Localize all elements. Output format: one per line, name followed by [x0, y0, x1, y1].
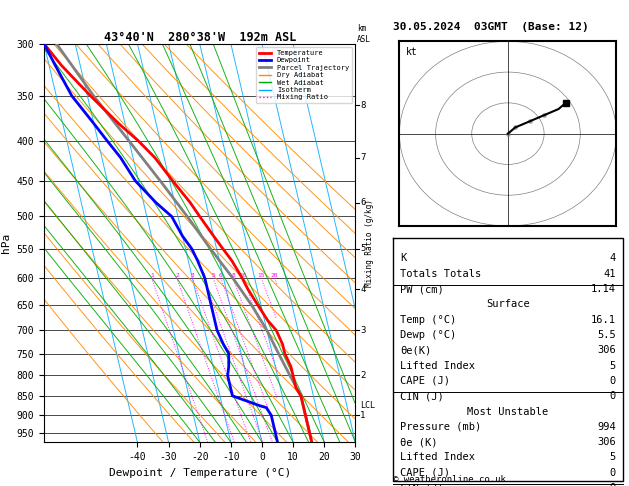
Text: Surface: Surface [486, 299, 530, 310]
Text: Dewp (°C): Dewp (°C) [400, 330, 456, 340]
Text: K: K [400, 254, 406, 263]
Text: θe (K): θe (K) [400, 437, 438, 447]
Text: 5.5: 5.5 [597, 330, 616, 340]
Text: 6: 6 [360, 198, 365, 207]
Text: kt: kt [406, 47, 418, 57]
Text: 4: 4 [610, 254, 616, 263]
Text: km
ASL: km ASL [357, 24, 371, 44]
Text: 1: 1 [150, 273, 153, 278]
Text: CIN (J): CIN (J) [400, 483, 444, 486]
Text: Totals Totals: Totals Totals [400, 269, 481, 279]
Legend: Temperature, Dewpoint, Parcel Trajectory, Dry Adiabat, Wet Adiabat, Isotherm, Mi: Temperature, Dewpoint, Parcel Trajectory… [256, 47, 352, 103]
Text: Most Unstable: Most Unstable [467, 406, 548, 417]
Text: 5: 5 [610, 452, 616, 463]
Text: 2: 2 [360, 371, 365, 380]
Title: 43°40'N  280°38'W  192m ASL: 43°40'N 280°38'W 192m ASL [104, 31, 296, 44]
Text: Mixing Ratio (g/kg): Mixing Ratio (g/kg) [365, 199, 374, 287]
Text: 0: 0 [610, 483, 616, 486]
Text: Lifted Index: Lifted Index [400, 452, 475, 463]
Text: Lifted Index: Lifted Index [400, 361, 475, 371]
Text: 0: 0 [610, 376, 616, 386]
Text: 4: 4 [360, 285, 365, 294]
Text: 0: 0 [610, 391, 616, 401]
Text: 5: 5 [610, 361, 616, 371]
Text: CAPE (J): CAPE (J) [400, 376, 450, 386]
Text: © weatheronline.co.uk: © weatheronline.co.uk [393, 474, 506, 484]
Text: 306: 306 [597, 437, 616, 447]
Text: 20: 20 [271, 273, 279, 278]
Text: LCL: LCL [360, 401, 375, 410]
X-axis label: Dewpoint / Temperature (°C): Dewpoint / Temperature (°C) [109, 468, 291, 478]
Y-axis label: hPa: hPa [1, 233, 11, 253]
Text: 8: 8 [360, 101, 365, 110]
Text: 41: 41 [603, 269, 616, 279]
Text: 4: 4 [202, 273, 206, 278]
Text: 6: 6 [219, 273, 223, 278]
Text: θe(K): θe(K) [400, 345, 431, 355]
Text: 10: 10 [239, 273, 247, 278]
Text: 994: 994 [597, 422, 616, 432]
Text: CIN (J): CIN (J) [400, 391, 444, 401]
Text: 1: 1 [360, 411, 365, 420]
Text: 0: 0 [610, 468, 616, 478]
Text: 16.1: 16.1 [591, 314, 616, 325]
Text: 5: 5 [360, 244, 365, 253]
Text: 15: 15 [257, 273, 265, 278]
Text: Pressure (mb): Pressure (mb) [400, 422, 481, 432]
Text: PW (cm): PW (cm) [400, 284, 444, 294]
Text: Temp (°C): Temp (°C) [400, 314, 456, 325]
Text: 5: 5 [211, 273, 215, 278]
Text: 8: 8 [231, 273, 235, 278]
Text: 2: 2 [175, 273, 179, 278]
Text: 3: 3 [360, 326, 365, 335]
Text: 7: 7 [360, 153, 365, 162]
Text: 3: 3 [191, 273, 194, 278]
Text: 306: 306 [597, 345, 616, 355]
Text: 30.05.2024  03GMT  (Base: 12): 30.05.2024 03GMT (Base: 12) [393, 22, 589, 32]
Text: 1.14: 1.14 [591, 284, 616, 294]
Text: CAPE (J): CAPE (J) [400, 468, 450, 478]
